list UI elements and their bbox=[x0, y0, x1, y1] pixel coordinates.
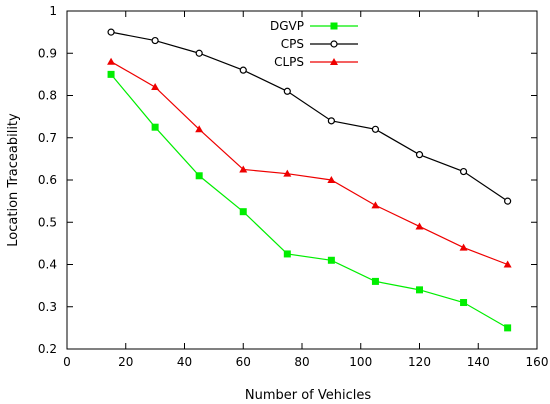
y-tick-label: 0.5 bbox=[38, 215, 57, 229]
data-point-dgvp bbox=[195, 172, 203, 180]
data-point-cps bbox=[107, 28, 115, 36]
x-tick-label: 120 bbox=[408, 355, 431, 369]
data-point-cps bbox=[459, 167, 468, 176]
y-tick-label: 0.4 bbox=[38, 258, 57, 272]
data-point-cps bbox=[151, 36, 159, 45]
legend-marker-cps bbox=[330, 40, 338, 48]
data-point-dgvp bbox=[327, 256, 335, 264]
x-tick-label: 0 bbox=[63, 355, 71, 369]
data-point-dgvp bbox=[107, 70, 115, 78]
data-point-cps bbox=[504, 197, 512, 205]
y-tick-label: 0.7 bbox=[38, 131, 57, 145]
data-point-clps bbox=[107, 57, 116, 65]
data-point-clps bbox=[195, 125, 204, 133]
data-point-clps bbox=[283, 169, 292, 177]
series-line-clps bbox=[110, 61, 508, 266]
x-tick-label: 60 bbox=[236, 355, 251, 369]
data-point-dgvp bbox=[283, 250, 291, 258]
data-point-cps bbox=[283, 87, 291, 95]
data-point-dgvp bbox=[151, 123, 159, 131]
legend-item-cps: CPS bbox=[281, 37, 358, 51]
data-point-clps bbox=[371, 201, 380, 209]
series-dgvp bbox=[107, 70, 512, 332]
x-tick-label: 80 bbox=[294, 355, 309, 369]
y-tick-label: 0.8 bbox=[38, 89, 57, 103]
series-line-dgvp bbox=[110, 73, 508, 329]
data-point-dgvp bbox=[416, 286, 423, 294]
y-tick-label: 0.3 bbox=[38, 300, 57, 314]
legend-label-clps: CLPS bbox=[274, 55, 304, 69]
data-point-clps bbox=[459, 243, 468, 251]
y-tick-label: 0.2 bbox=[38, 342, 57, 356]
axes: 0 20 40 60 80 100 120 140 160 0.2 0.3 0.4 0.5 0.6 0.7 0… bbox=[38, 4, 549, 369]
data-point-cps bbox=[195, 49, 203, 57]
x-axis-label: Number of Vehicles bbox=[245, 388, 372, 403]
legend-item-dgvp: DGVP bbox=[270, 19, 358, 33]
data-point-cps bbox=[371, 125, 380, 133]
data-point-clps bbox=[151, 83, 160, 91]
legend-marker-clps bbox=[330, 58, 338, 65]
data-point-clps bbox=[503, 260, 512, 268]
data-point-dgvp bbox=[239, 208, 247, 216]
data-point-dgvp bbox=[460, 299, 468, 307]
legend-marker-dgvp bbox=[330, 22, 338, 30]
series-line-cps bbox=[110, 31, 508, 202]
x-tick-label: 160 bbox=[526, 355, 549, 369]
x-tick-label: 140 bbox=[467, 355, 490, 369]
y-axis-label: Location Traceability bbox=[6, 113, 21, 247]
series-cps bbox=[107, 28, 512, 205]
legend: DGVP CPS CLPS bbox=[270, 19, 358, 69]
series-lines bbox=[107, 28, 512, 332]
legend-label-cps: CPS bbox=[281, 37, 304, 51]
data-point-dgvp bbox=[371, 277, 379, 285]
legend-label-dgvp: DGVP bbox=[270, 19, 304, 33]
data-point-cps bbox=[415, 151, 424, 159]
x-tick-label: 20 bbox=[118, 355, 133, 369]
data-point-cps bbox=[239, 66, 247, 74]
data-point-cps bbox=[327, 117, 335, 125]
y-tick-label: 1 bbox=[49, 4, 57, 18]
data-point-dgvp bbox=[504, 324, 512, 332]
x-tick-label: 100 bbox=[349, 355, 372, 369]
data-point-clps bbox=[415, 222, 424, 230]
x-tick-label: 40 bbox=[177, 355, 192, 369]
y-tick-label: 0.9 bbox=[38, 46, 57, 60]
series-clps bbox=[107, 57, 512, 268]
data-point-clps bbox=[327, 176, 336, 183]
data-point-clps bbox=[239, 165, 248, 173]
y-tick-label: 0.6 bbox=[38, 173, 57, 187]
legend-item-clps: CLPS bbox=[274, 55, 358, 69]
